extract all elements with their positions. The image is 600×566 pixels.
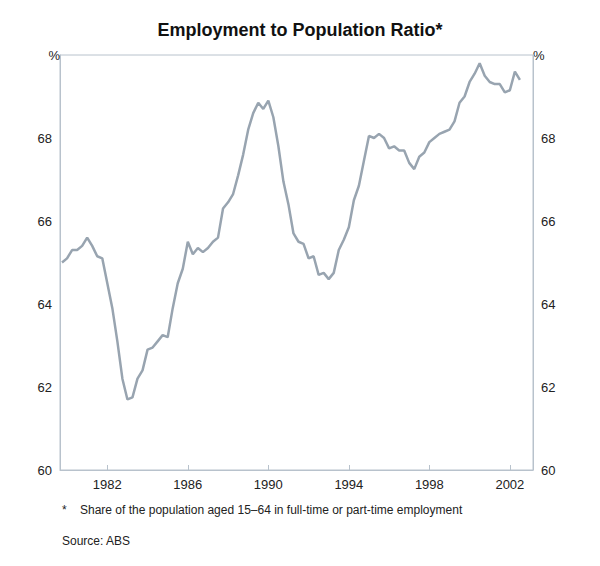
svg-text:1994: 1994 <box>334 477 363 492</box>
svg-text:64: 64 <box>38 297 52 312</box>
svg-text:Source: ABS: Source: ABS <box>62 534 130 548</box>
svg-text:* Share of the population a: * Share of the population aged 15–64 in … <box>62 503 463 517</box>
svg-text:66: 66 <box>541 214 555 229</box>
svg-text:66: 66 <box>38 214 52 229</box>
svg-text:68: 68 <box>541 131 555 146</box>
svg-text:60: 60 <box>38 463 52 478</box>
svg-text:64: 64 <box>541 297 555 312</box>
svg-text:62: 62 <box>38 380 52 395</box>
svg-text:1998: 1998 <box>415 477 444 492</box>
svg-text:68: 68 <box>38 131 52 146</box>
svg-text:62: 62 <box>541 380 555 395</box>
svg-text:%: % <box>48 48 60 63</box>
svg-text:2002: 2002 <box>495 477 524 492</box>
svg-text:60: 60 <box>541 463 555 478</box>
svg-text:1986: 1986 <box>173 477 202 492</box>
svg-text:%: % <box>533 48 545 63</box>
svg-text:1990: 1990 <box>254 477 283 492</box>
svg-text:Employment to Population Ratio: Employment to Population Ratio* <box>157 20 442 40</box>
svg-text:1982: 1982 <box>93 477 122 492</box>
